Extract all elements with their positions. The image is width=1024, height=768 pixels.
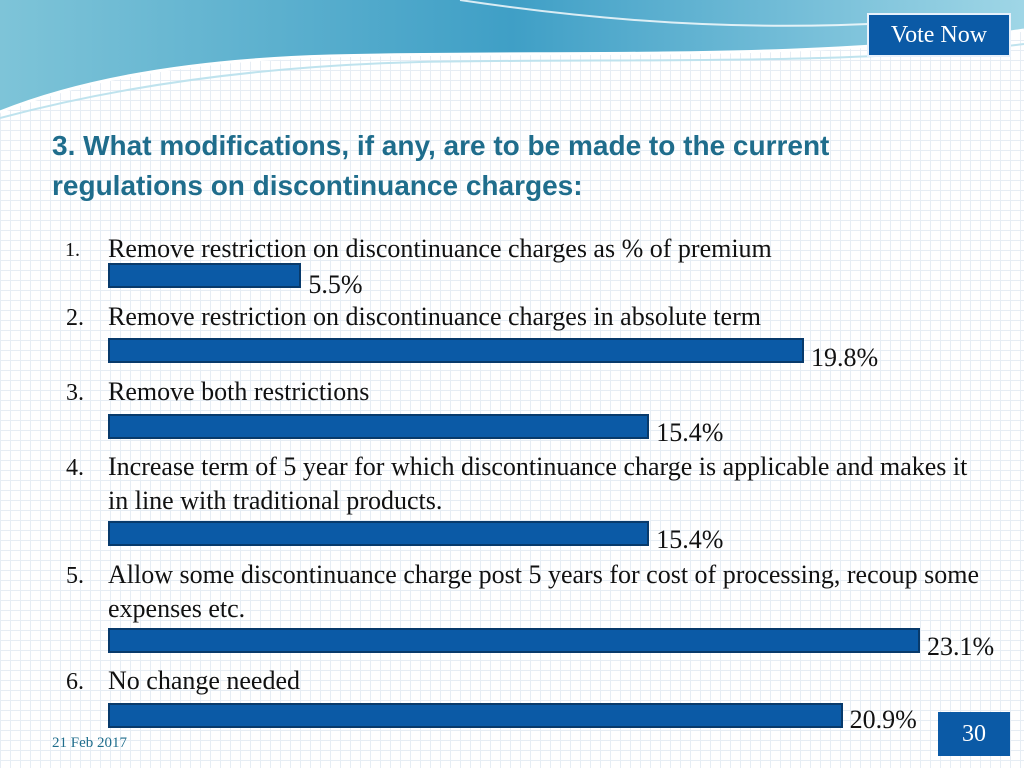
result-percent-label: 15.4% [656,418,724,447]
option-number: 6. [66,669,84,695]
result-bar [108,703,843,728]
option-number: 4. [66,455,84,481]
result-bar [108,263,302,288]
result-percent-label: 19.8% [810,343,879,372]
result-percent-label: 15.4% [656,525,724,554]
option-label: No change needed [108,666,301,695]
option-label: Remove restriction on discontinuance cha… [108,234,772,263]
result-bar [108,628,920,653]
option-label: Remove both restrictions [108,377,370,406]
vote-now-button[interactable]: Vote Now [867,13,1011,57]
result-bar [108,414,650,439]
option-number: 5. [66,563,84,589]
result-bar [108,521,650,546]
result-percent-label: 5.5% [308,270,363,299]
result-bar [108,338,804,363]
option-label: Remove restriction on discontinuance cha… [108,302,761,331]
result-percent-label: 23.1% [926,632,995,661]
option-label: Increase term of 5 year for which discon… [108,452,968,515]
option-number: 3. [66,380,84,406]
header-wave-decoration [0,0,1024,119]
question-title: 3. What modifications, if any, are to be… [52,130,830,201]
option-label: Allow some discontinuance charge post 5 … [108,560,980,623]
footer-date: 21 Feb 2017 [52,735,127,751]
option-number: 2. [66,305,84,331]
page-number: 30 [938,712,1010,756]
option-number: 1. [65,239,80,261]
result-percent-label: 20.9% [849,705,917,734]
